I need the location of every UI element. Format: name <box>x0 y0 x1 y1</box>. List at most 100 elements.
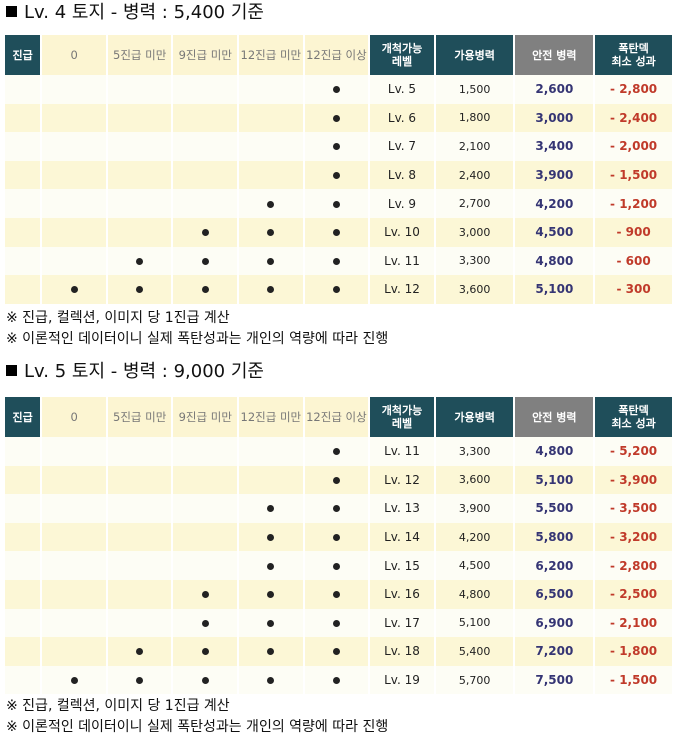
tier-marker-cell <box>304 665 369 695</box>
tier-marker-cell <box>42 103 106 133</box>
dot-icon <box>332 86 340 94</box>
table-row: Lv. 11 3,300 4,800- 600 <box>5 246 672 276</box>
tier-cell <box>5 437 41 466</box>
tier-marker-cell <box>239 217 303 247</box>
power-cell: 3,900 <box>435 494 514 523</box>
header-power: 가용병력 <box>435 397 514 437</box>
power-cell: 3,600 <box>435 275 514 304</box>
footnote: ※ 이론적인 데이터이니 실제 폭탄성과는 개인의 역량에 따라 진행 <box>6 719 389 735</box>
safe-power-cell: 4,800 <box>515 437 594 466</box>
tier-marker-cell <box>107 665 172 695</box>
safe-power-cell: 7,200 <box>515 637 594 666</box>
dot-icon <box>136 648 144 656</box>
tier-marker-cell <box>107 522 172 552</box>
tier-cell <box>5 217 41 247</box>
tier-marker-cell <box>304 246 369 276</box>
tier-marker-cell <box>42 275 106 304</box>
table-row: Lv. 12 3,600 5,100- 3,900 <box>5 465 672 495</box>
tier-cell <box>5 494 41 523</box>
tier-marker-cell <box>304 132 369 161</box>
tier-marker-cell <box>107 103 172 133</box>
level-cell: Lv. 12 <box>370 275 434 304</box>
header-safe: 안전 병력 <box>515 35 594 75</box>
level-cell: Lv. 14 <box>370 522 434 552</box>
level-cell: Lv. 11 <box>370 246 434 276</box>
tier-marker-cell <box>304 189 369 218</box>
table-row: Lv. 8 2,400 3,900- 1,500 <box>5 160 672 190</box>
tier-marker-cell <box>107 579 172 609</box>
result-cell: - 2,500 <box>595 579 672 609</box>
level-cell: Lv. 19 <box>370 665 434 695</box>
tier-cell <box>5 665 41 695</box>
tier-marker-cell <box>304 160 369 190</box>
dot-icon <box>201 257 209 265</box>
table-row: Lv. 10 3,000 4,500- 900 <box>5 217 672 247</box>
tier-marker-cell <box>304 579 369 609</box>
level-cell: Lv. 7 <box>370 132 434 161</box>
tier-marker-cell <box>42 637 106 666</box>
level-cell: Lv. 9 <box>370 189 434 218</box>
safe-power-cell: 3,000 <box>515 103 594 133</box>
tier-marker-cell <box>42 75 106 104</box>
header-tier-over-12: 12진급 이상 <box>304 35 369 75</box>
dot-icon <box>267 591 275 599</box>
result-cell: - 3,500 <box>595 494 672 523</box>
tier-marker-cell <box>107 275 172 304</box>
table-row: Lv. 9 2,700 4,200- 1,200 <box>5 189 672 218</box>
power-cell: 3,000 <box>435 217 514 247</box>
safe-power-cell: 6,200 <box>515 551 594 580</box>
tier-marker-cell <box>42 608 106 638</box>
tier-marker-cell <box>107 189 172 218</box>
result-cell: - 2,800 <box>595 75 672 104</box>
tier-marker-cell <box>173 551 238 580</box>
safe-power-cell: 3,900 <box>515 160 594 190</box>
safe-power-cell: 7,500 <box>515 665 594 695</box>
tier-marker-cell <box>304 522 369 552</box>
tier-marker-cell <box>304 608 369 638</box>
tier-marker-cell <box>173 132 238 161</box>
square-bullet-icon <box>6 6 17 17</box>
level-cell: Lv. 5 <box>370 75 434 104</box>
header-tier-under-5: 5진급 미만 <box>107 397 172 437</box>
dot-icon <box>267 257 275 265</box>
tier-marker-cell <box>42 465 106 495</box>
dot-icon <box>332 229 340 237</box>
power-cell: 1,500 <box>435 75 514 104</box>
power-table: 진급 0 5진급 미만 9진급 미만 12진급 미만 12진급 이상 개척가능 레… <box>3 397 674 695</box>
dot-icon <box>201 286 209 294</box>
square-bullet-icon <box>6 365 17 376</box>
dot-icon <box>267 200 275 208</box>
dot-icon <box>267 534 275 542</box>
dot-icon <box>332 648 340 656</box>
tier-marker-cell <box>173 637 238 666</box>
level-cell: Lv. 18 <box>370 637 434 666</box>
tier-marker-cell <box>42 665 106 695</box>
dot-icon <box>332 143 340 151</box>
tier-marker-cell <box>173 522 238 552</box>
table-row: Lv. 15 4,500 6,200- 2,800 <box>5 551 672 580</box>
tier-marker-cell <box>42 132 106 161</box>
tier-marker-cell <box>239 132 303 161</box>
tier-marker-cell <box>42 494 106 523</box>
level-cell: Lv. 6 <box>370 103 434 133</box>
tier-marker-cell <box>42 217 106 247</box>
dot-icon <box>70 286 78 294</box>
result-cell: - 2,800 <box>595 551 672 580</box>
tier-cell <box>5 132 41 161</box>
tier-marker-cell <box>107 637 172 666</box>
tier-marker-cell <box>173 608 238 638</box>
tier-marker-cell <box>42 522 106 552</box>
safe-power-cell: 6,900 <box>515 608 594 638</box>
header-result: 폭탄덱 최소 성과 <box>595 35 672 75</box>
safe-power-cell: 2,600 <box>515 75 594 104</box>
header-level: 개척가능 레벨 <box>370 35 434 75</box>
level-cell: Lv. 13 <box>370 494 434 523</box>
dot-icon <box>267 229 275 237</box>
header-tier-over-12: 12진급 이상 <box>304 397 369 437</box>
power-cell: 3,300 <box>435 246 514 276</box>
tier-cell <box>5 189 41 218</box>
power-cell: 5,400 <box>435 637 514 666</box>
table-row: Lv. 19 5,700 7,500- 1,500 <box>5 665 672 695</box>
dot-icon <box>332 200 340 208</box>
table-header: 진급 0 5진급 미만 9진급 미만 12진급 미만 12진급 이상 개척가능 레… <box>5 397 672 437</box>
